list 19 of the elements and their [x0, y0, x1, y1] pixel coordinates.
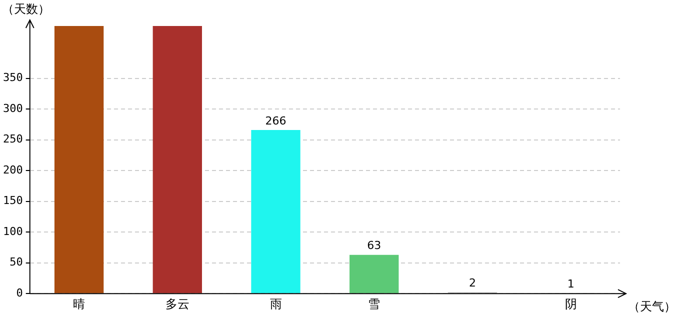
y-tick-label: 100 [2, 224, 23, 238]
y-tick-label: 50 [10, 256, 23, 269]
y-tick-label: 0 [16, 286, 23, 300]
x-axis-title: （天气） [628, 300, 676, 314]
y-tick-label: 350 [2, 71, 23, 84]
x-tick-label: 雨 [270, 296, 282, 311]
data-label: 63 [367, 239, 382, 252]
x-tick-label: 雪 [368, 296, 380, 311]
y-axis-title: （天数） [2, 2, 50, 16]
x-tick-label: 多云 [165, 296, 190, 311]
y-tick-label: 200 [2, 163, 23, 176]
data-label: 266 [265, 114, 286, 128]
y-tick-label: 150 [2, 194, 23, 208]
x-tick-label: 阴 [564, 296, 577, 311]
y-tick-label: 300 [2, 102, 23, 115]
x-tick-label: 晴 [73, 296, 86, 311]
data-label: 1 [567, 277, 574, 290]
y-tick-label: 250 [2, 132, 23, 146]
data-label: 2 [468, 276, 476, 290]
